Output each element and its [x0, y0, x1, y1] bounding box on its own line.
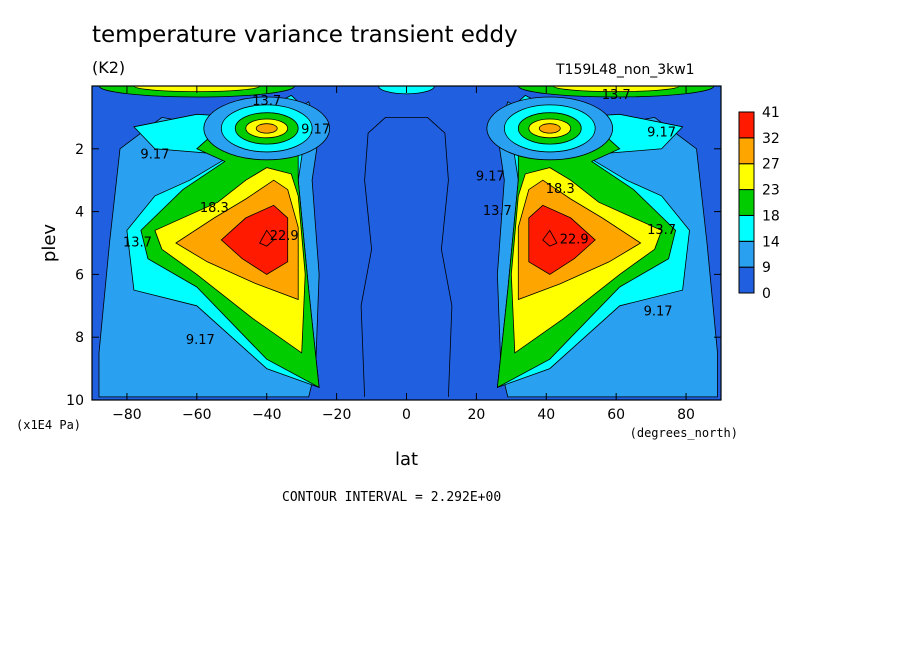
jet-core-0-5	[255, 123, 278, 134]
contour-label: 9.17	[644, 305, 673, 320]
colorbar-tick-label: 0	[762, 286, 771, 302]
contour-label: 9.17	[186, 333, 215, 348]
y-tick-label: 8	[75, 330, 84, 346]
x-tick-label: −40	[252, 407, 282, 423]
units-label: (K2)	[92, 58, 126, 77]
colorbar-swatch	[738, 111, 755, 139]
colorbar-tick-label: 9	[762, 260, 771, 276]
contour-label: 13.7	[123, 236, 152, 251]
x-tick-label: 60	[607, 407, 625, 423]
contour-label: 9.17	[647, 126, 676, 141]
x-tick-label: 0	[402, 407, 411, 423]
contour-label: 9.17	[140, 148, 169, 163]
colorbar-tick-label: 23	[762, 183, 780, 199]
y-tick-label: 10	[66, 393, 84, 409]
x-tick-label: 20	[467, 407, 485, 423]
contour-interval-label: CONTOUR INTERVAL = 2.292E+00	[282, 490, 502, 505]
y-tick-label: 6	[75, 267, 84, 283]
contour-fill-south-7	[259, 229, 275, 247]
chart-title: temperature variance transient eddy	[92, 22, 518, 48]
y-tick-label: 4	[75, 205, 84, 221]
contour-label: 13.7	[252, 94, 281, 109]
colorbar-tick-label: 14	[762, 234, 780, 250]
contour-fill-south-6	[220, 204, 289, 275]
contour-label: 9.17	[476, 170, 505, 185]
contour-fill-north-7	[542, 229, 558, 247]
colorbar-tick-label: 32	[762, 131, 780, 147]
x-tick-label: 80	[677, 407, 695, 423]
jet-core-1-5	[538, 123, 561, 134]
colorbar-swatch	[738, 189, 755, 216]
colorbar-swatch	[738, 163, 755, 191]
contour-label: 18.3	[200, 201, 229, 216]
contour-label: 18.3	[546, 182, 575, 197]
y-axis-units: (x1E4 Pa)	[16, 418, 81, 432]
contour-label: 9.17	[301, 122, 330, 137]
colorbar-swatch	[738, 137, 755, 165]
colorbar-swatch	[738, 240, 755, 268]
colorbar-tick-label: 18	[762, 208, 780, 224]
contour-label: 13.7	[602, 88, 631, 103]
x-axis-units: (degrees_north)	[630, 426, 738, 440]
colorbar-swatch	[738, 214, 755, 242]
colorbar-tick-label: 27	[762, 157, 780, 173]
x-axis-label: lat	[395, 449, 418, 470]
contour-label: 22.9	[270, 229, 299, 244]
run-label: T159L48_non_3kw1	[556, 62, 695, 78]
colorbar-swatch	[738, 266, 755, 294]
x-tick-label: −60	[182, 407, 212, 423]
equatorial-contour	[360, 117, 453, 397]
x-tick-label: 40	[537, 407, 555, 423]
contour-label: 22.9	[560, 232, 589, 247]
x-tick-label: −20	[322, 407, 352, 423]
x-tick-label: −80	[112, 407, 142, 423]
contour-label: 13.7	[483, 204, 512, 219]
y-axis-label: plev	[39, 224, 60, 263]
contour-fill-north-6	[528, 204, 596, 275]
contour-label: 13.7	[647, 223, 676, 238]
colorbar-tick-label: 41	[762, 105, 780, 121]
y-tick-label: 2	[75, 142, 84, 158]
